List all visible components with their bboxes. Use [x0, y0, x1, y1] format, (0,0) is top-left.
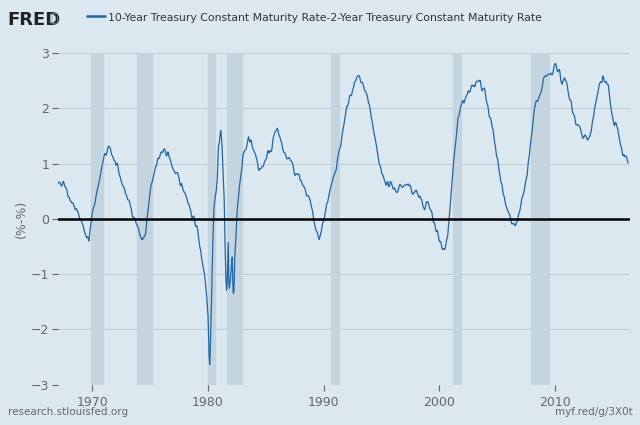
- Y-axis label: (%-%): (%-%): [15, 200, 28, 238]
- Bar: [531, 53, 549, 385]
- Bar: [91, 53, 103, 385]
- Bar: [227, 53, 241, 385]
- Text: ⤴: ⤴: [50, 12, 58, 25]
- Text: FRED: FRED: [8, 11, 61, 28]
- Bar: [453, 53, 461, 385]
- Text: myf.red/g/3X0t: myf.red/g/3X0t: [555, 407, 632, 417]
- Text: research.stlouisfed.org: research.stlouisfed.org: [8, 407, 128, 417]
- Text: .: .: [47, 11, 52, 26]
- Text: 10-Year Treasury Constant Maturity Rate-2-Year Treasury Constant Maturity Rate: 10-Year Treasury Constant Maturity Rate-…: [108, 13, 541, 23]
- Bar: [208, 53, 215, 385]
- Bar: [331, 53, 339, 385]
- Bar: [138, 53, 152, 385]
